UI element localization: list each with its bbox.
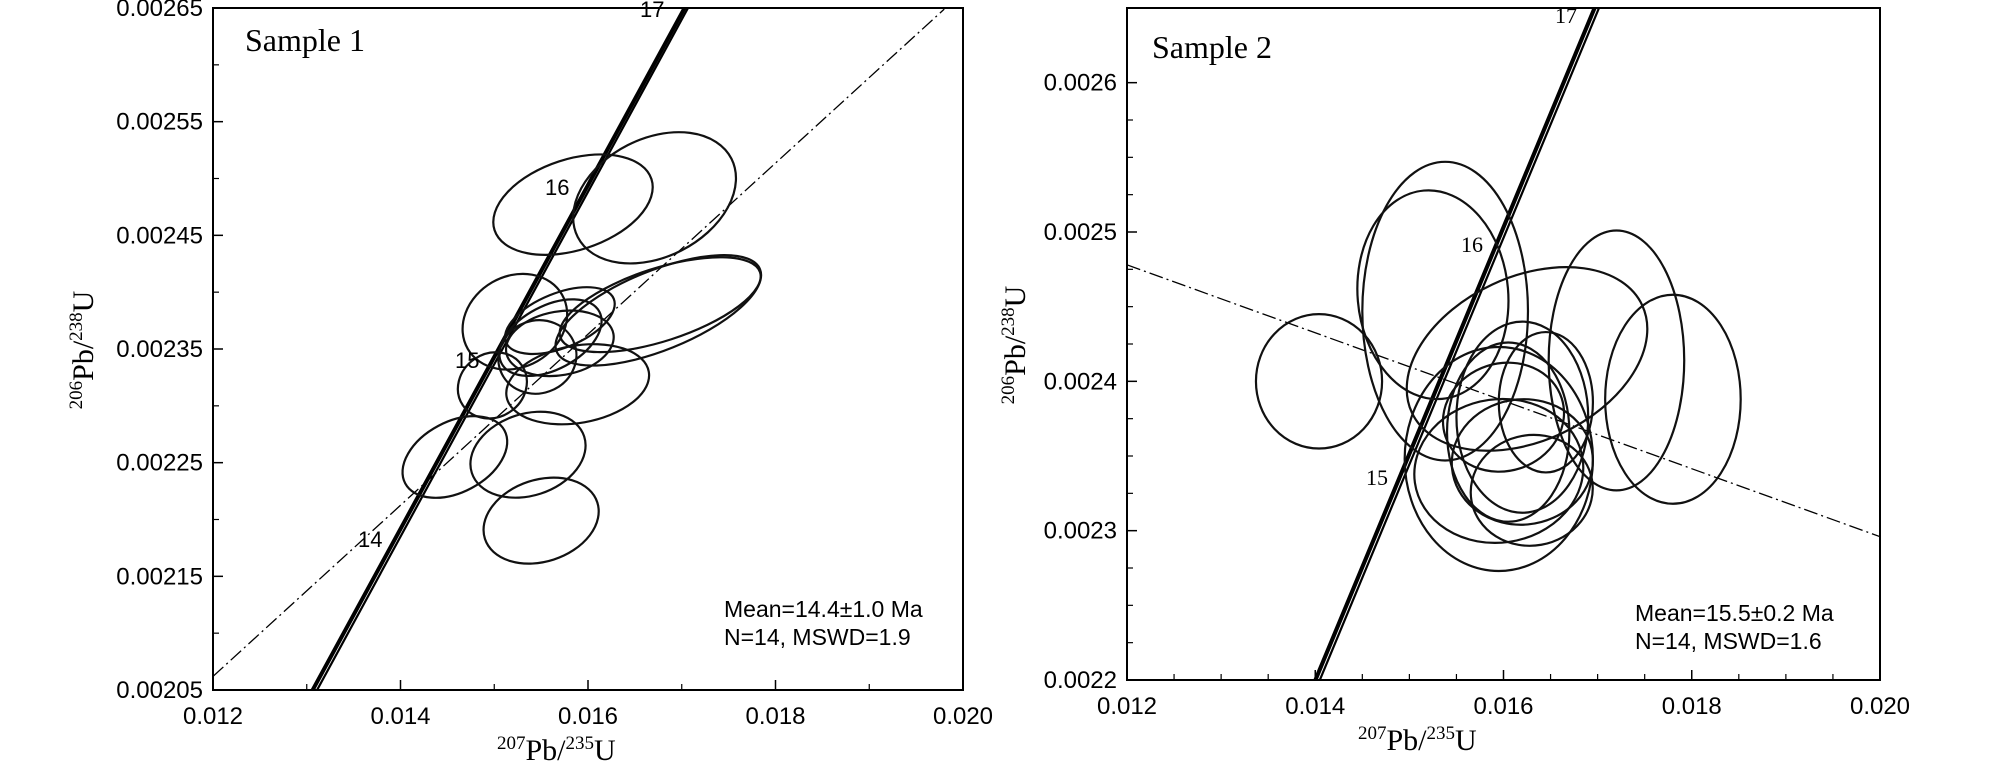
y-tick-label: 0.0025 [1044, 219, 1117, 246]
age-label-16: 16 [545, 175, 569, 200]
y-axis-label-2: 206Pb/238U [998, 285, 1032, 404]
y-tick-label: 0.0023 [1044, 518, 1117, 545]
error-ellipse [1254, 313, 1384, 450]
x-tick-label: 0.014 [370, 703, 430, 730]
y-tick-label: 0.00245 [116, 222, 203, 249]
x-tick-label: 0.016 [1473, 693, 1533, 720]
panel-title-2: Sample 2 [1152, 29, 1272, 65]
error-ellipse [1547, 229, 1686, 492]
age-label-15-b: 15 [1366, 465, 1388, 490]
y-axis-label-1: 206Pb/238U [66, 290, 100, 409]
age-label-14: 14 [358, 527, 382, 552]
y-tick-label: 0.0022 [1044, 667, 1117, 694]
y-tick-label: 0.00265 [116, 0, 203, 22]
error-ellipse [554, 254, 763, 367]
error-ellipse [461, 272, 569, 371]
tick-marks-1 [212, 7, 964, 691]
y-tick-label: 0.00255 [116, 109, 203, 136]
plot-frame-2 [1126, 7, 1881, 681]
mean-age-2: Mean=15.5±0.2 Ma [1635, 600, 1834, 626]
y-tick-labels-2: 0.0022 0.0023 0.0024 0.0025 0.0026 [1044, 70, 1117, 694]
x-tick-label: 0.018 [745, 703, 805, 730]
y-tick-label: 0.0026 [1044, 70, 1117, 97]
error-ellipse [1445, 341, 1571, 523]
discordia-line-2 [1127, 264, 1880, 538]
error-ellipses-2 [1254, 160, 1742, 573]
error-ellipse [1361, 160, 1530, 462]
error-ellipse [1604, 293, 1742, 505]
x-tick-label: 0.016 [558, 703, 618, 730]
concordia-curve-2c [1316, 8, 1597, 680]
error-ellipse [1450, 398, 1594, 526]
error-ellipse [1405, 266, 1649, 452]
age-label-17-b: 17 [1555, 3, 1577, 28]
discordia-line-1 [213, 8, 945, 677]
panel-title-1: Sample 1 [245, 22, 365, 58]
age-label-17: 17 [640, 0, 664, 22]
y-tick-label: 0.0024 [1044, 368, 1117, 395]
concordia-curve-2b [1318, 8, 1601, 680]
x-tick-label: 0.020 [1850, 693, 1910, 720]
y-tick-label: 0.00225 [116, 450, 203, 477]
x-tick-label: 0.020 [933, 703, 993, 730]
x-axis-label-1: 207Pb/235U [497, 733, 616, 767]
concordia-curve-2 [1313, 8, 1596, 680]
error-ellipse [505, 343, 651, 426]
error-ellipse [558, 256, 762, 354]
y-tick-label: 0.00215 [116, 563, 203, 590]
x-tick-label: 0.012 [1097, 693, 1157, 720]
y-tick-labels-1: 0.00205 0.00215 0.00225 0.00235 0.00245 0.002… [116, 0, 203, 704]
error-ellipse [492, 153, 654, 256]
error-ellipse [1469, 433, 1594, 547]
error-ellipse [1455, 320, 1590, 514]
mean-age-1: Mean=14.4±1.0 Ma [724, 596, 923, 622]
y-tick-label: 0.00235 [116, 336, 203, 363]
error-ellipse [1441, 361, 1566, 473]
x-tick-label: 0.018 [1662, 693, 1722, 720]
error-ellipse [1356, 189, 1510, 401]
error-ellipse [572, 131, 738, 265]
x-axis-label-2: 207Pb/235U [1358, 723, 1477, 757]
error-ellipse [482, 476, 600, 565]
age-label-15: 15 [455, 348, 479, 373]
error-ellipses-1 [401, 131, 763, 565]
panel-sample-1: 0.012 0.014 0.016 0.018 0.020 0.00205 0.00215… [66, 0, 993, 767]
stat-n-mswd-1: N=14, MSWD=1.9 [724, 624, 911, 650]
x-tick-labels-2: 0.012 0.014 0.016 0.018 0.020 [1097, 693, 1910, 720]
panel-sample-2: 0.012 0.014 0.016 0.018 0.020 0.00220.00230.… [998, 3, 1910, 757]
error-ellipse [401, 415, 509, 499]
error-ellipse [498, 298, 603, 377]
concordia-curve-1 [310, 8, 686, 690]
tick-marks-2 [1126, 81, 1881, 681]
concordia-curve-1b [315, 8, 689, 690]
y-tick-label: 0.00205 [116, 677, 203, 704]
age-label-16-b: 16 [1461, 232, 1483, 257]
x-tick-label: 0.012 [183, 703, 243, 730]
x-tick-label: 0.014 [1285, 693, 1345, 720]
x-tick-labels-1: 0.012 0.014 0.016 0.018 0.020 [183, 703, 993, 730]
stat-n-mswd-2: N=14, MSWD=1.6 [1635, 628, 1822, 654]
error-ellipse [469, 410, 587, 499]
